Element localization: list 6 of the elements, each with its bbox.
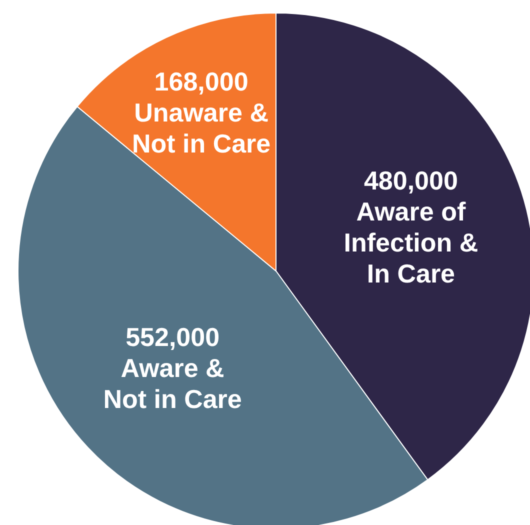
data-label: 480,000 — [364, 166, 458, 196]
slice-label: Unaware & Not in Care — [132, 97, 271, 158]
data-label: 168,000 — [154, 66, 248, 96]
data-label: 552,000 — [126, 322, 220, 352]
slice-label: Aware of Infection & In Care — [344, 196, 478, 289]
slice-label: Aware & Not in Care — [103, 353, 242, 414]
